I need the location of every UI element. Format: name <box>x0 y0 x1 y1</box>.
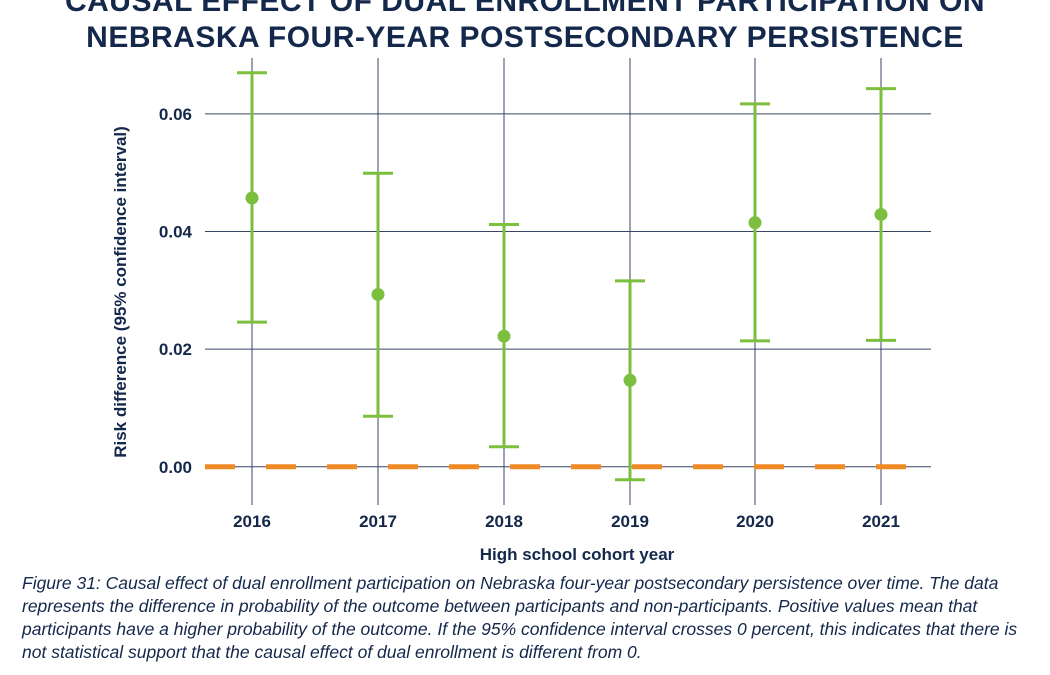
y-axis-label: Risk difference (95% confidence interval… <box>111 126 130 458</box>
y-tick-label-0.02: 0.02 <box>159 340 192 359</box>
estimate-point-2017 <box>371 287 385 301</box>
estimate-point-2018 <box>497 329 511 343</box>
x-tick-labels: 2016 2017 2018 2019 2020 2021 <box>233 512 900 531</box>
x-tick-label-2018: 2018 <box>485 512 523 531</box>
estimate-point-2020 <box>748 216 762 230</box>
x-tick-label-2020: 2020 <box>736 512 774 531</box>
estimate-point-2021 <box>874 207 888 221</box>
x-tick-label-2016: 2016 <box>233 512 271 531</box>
y-tick-labels: 0.00 0.02 0.04 0.06 <box>159 105 193 477</box>
x-axis-label: High school cohort year <box>480 545 675 564</box>
y-tick-label-0.06: 0.06 <box>159 105 192 124</box>
error-bars <box>237 71 896 482</box>
estimate-point-2019 <box>623 373 637 387</box>
chart-title-line-1: CAUSAL EFFECT OF DUAL ENROLLMENT PARTICI… <box>64 0 986 18</box>
x-tick-label-2017: 2017 <box>359 512 397 531</box>
chart-title-line-2: NEBRASKA FOUR-YEAR POSTSECONDARY PERSIST… <box>86 21 964 54</box>
x-tick-label-2021: 2021 <box>862 512 900 531</box>
x-tick-label-2019: 2019 <box>611 512 649 531</box>
figure-caption: Figure 31: Causal effect of dual enrollm… <box>22 573 1018 662</box>
estimate-point-2016 <box>245 191 259 205</box>
y-tick-label-0.04: 0.04 <box>159 223 193 242</box>
chart: 0.00 0.02 0.04 0.06 2016 2017 2018 2019 2020 202… <box>111 58 931 564</box>
y-tick-label-0.00: 0.00 <box>159 458 192 477</box>
chart-title: CAUSAL EFFECT OF DUAL ENROLLMENT PARTICI… <box>0 0 1050 56</box>
estimate-points <box>245 191 888 387</box>
grid <box>205 58 931 505</box>
